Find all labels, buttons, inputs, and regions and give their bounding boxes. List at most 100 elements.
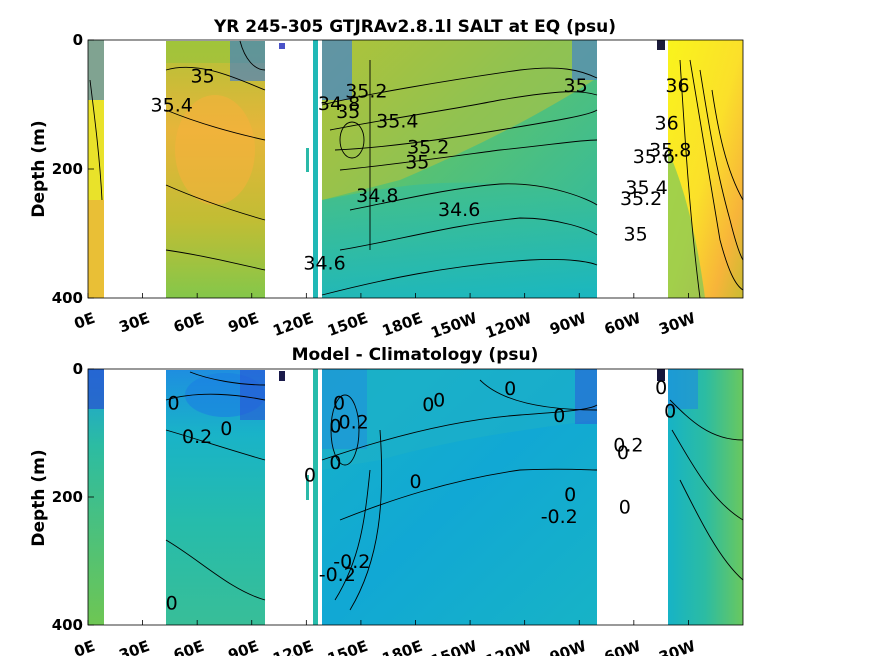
top-region-bay-fresh <box>230 41 265 81</box>
top-tick-marks <box>88 39 94 299</box>
bottom-contour-label: 0 <box>433 390 445 412</box>
bottom-chart-title: Model - Climatology (psu) <box>292 345 539 365</box>
top-contour-label: 35.6 <box>633 146 675 168</box>
bottom-contour-label: 0 <box>329 415 341 437</box>
bottom-region-pacific-surface <box>322 369 597 470</box>
top-region-warm-pool-fresh <box>322 40 352 100</box>
top-x-tick-label: 30E <box>117 309 152 337</box>
bottom-x-tick-label: 120E <box>270 637 315 656</box>
bottom-region-island-bias <box>279 371 285 381</box>
bottom-region-africa-coast <box>88 369 104 625</box>
top-contour-label: 34.6 <box>303 253 345 275</box>
bottom-contour-label: -0.2 <box>333 551 370 573</box>
top-chart-title: YR 245-305 GTJRAv2.8.1l SALT at EQ (psu) <box>213 17 616 37</box>
bottom-heatmap <box>88 369 743 625</box>
bottom-region-strait-2 <box>313 369 318 625</box>
bottom-x-tick-label: 150E <box>325 637 370 656</box>
top-x-tick-label: 150W <box>428 309 480 342</box>
bottom-region-strait-1 <box>306 475 309 500</box>
top-x-tick-label: 150E <box>325 309 370 340</box>
bottom-region-atlantic-west-edge <box>657 369 665 381</box>
bottom-x-tick-label: 30E <box>117 637 152 656</box>
bottom-contour-label: 0 <box>304 465 316 487</box>
top-contour-label: 34.8 <box>318 93 360 115</box>
top-x-tick-label: 30W <box>656 309 698 339</box>
top-contour-label: 35.4 <box>376 111 418 133</box>
top-region-east-pacific-fresh <box>572 40 597 80</box>
top-contour-label: 35.2 <box>620 188 662 210</box>
top-x-tick-label: 0E <box>72 309 98 333</box>
top-contour-label: 35.2 <box>345 80 387 102</box>
top-contour-label: 35 <box>336 101 360 123</box>
top-y-tick-400: 400 <box>52 289 83 307</box>
bottom-contour-label: 0 <box>655 377 667 399</box>
bottom-contour-label: 0 <box>664 401 676 423</box>
top-contour-label: 36 <box>665 75 689 97</box>
top-contour-label: 35 <box>405 151 429 173</box>
top-contour-label: 35 <box>191 65 215 87</box>
top-region-island-fresh <box>279 43 285 49</box>
top-x-tick-label: 90E <box>226 309 261 337</box>
top-contour-label: 35.2 <box>407 136 449 158</box>
bottom-contour-label: 0 <box>564 484 576 506</box>
bottom-region-east-pacific-bias <box>575 369 597 424</box>
bottom-x-tick-label: 60E <box>171 637 206 656</box>
top-y-tick-200: 200 <box>52 160 83 178</box>
bottom-x-tick-label: 150W <box>428 637 480 656</box>
bottom-contour-label: 0.2 <box>339 411 369 433</box>
bottom-contour-label: -0.2 <box>319 564 356 586</box>
top-x-tick-label: 60W <box>602 309 644 339</box>
bottom-contour-label: 0 <box>553 405 565 427</box>
top-contour-label: 35.4 <box>151 95 193 117</box>
top-contour-label: 36 <box>654 113 678 135</box>
bottom-region-bay-bias <box>240 370 265 420</box>
top-region-deep-west <box>88 200 104 298</box>
bottom-contour-label: 0 <box>504 378 516 400</box>
bottom-y-tick-400: 400 <box>52 616 83 634</box>
top-region-strait-2 <box>313 40 318 298</box>
top-x-tick-label: 120E <box>270 309 315 340</box>
bottom-contour-label: 0 <box>220 418 232 440</box>
bottom-x-tick-label: 0E <box>72 637 98 656</box>
bottom-contour-label: 0 <box>617 442 629 464</box>
top-region-strait-1 <box>306 148 309 172</box>
bottom-x-tick-label: 90E <box>226 637 261 656</box>
top-x-tick-label: 90W <box>547 309 589 339</box>
bottom-contour-lines <box>165 371 744 611</box>
bottom-contour-label: 0 <box>409 471 421 493</box>
top-region-indian-salty-core <box>175 95 255 205</box>
bottom-contour-label: 0 <box>333 392 345 414</box>
bottom-panel: Model - Climatology (psu) Depth (m) <box>29 345 744 656</box>
top-contour-label: 35.8 <box>649 140 691 162</box>
bottom-contour-label: 0.2 <box>182 426 212 448</box>
top-y-tick-0: 0 <box>73 31 83 49</box>
top-contour-lines <box>89 40 744 299</box>
bottom-region-atlantic <box>668 369 743 625</box>
top-y-axis-label: Depth (m) <box>29 120 49 217</box>
top-contour-label: 35 <box>624 224 648 246</box>
bottom-region-west-surface <box>88 369 104 409</box>
bottom-contour-label: 0 <box>167 392 179 414</box>
top-x-tick-label: 180E <box>380 309 425 340</box>
bottom-contour-label: 0 <box>166 593 178 615</box>
top-region-pacific-salty-tongue <box>322 40 597 200</box>
bottom-y-tick-0: 0 <box>73 360 83 378</box>
bottom-contour-label: 0 <box>619 497 631 519</box>
bottom-region-atlantic-surface-bias <box>668 369 698 409</box>
bottom-tick-marks <box>88 368 94 626</box>
bottom-x-tick-label: 60W <box>602 637 644 656</box>
top-contour-label: 34.8 <box>356 185 398 207</box>
bottom-x-ticks: 0E 30E 60E 90E 120E 150E 180E 150W 120W 90W 60W 30W <box>72 620 698 656</box>
bottom-x-tick-label: 180E <box>380 637 425 656</box>
bottom-contour-label: 0 <box>329 452 341 474</box>
bottom-region-warm-pool-bias <box>322 369 367 449</box>
bottom-y-axis-label: Depth (m) <box>29 449 49 546</box>
bottom-x-tick-label: 90W <box>547 637 589 656</box>
bottom-y-ticks: 0 200 400 <box>52 360 83 634</box>
top-panel: YR 245-305 GTJRAv2.8.1l SALT at EQ (psu)… <box>29 17 744 342</box>
bottom-x-tick-label: 30W <box>656 637 698 656</box>
top-region-fresh-surface-west <box>88 40 104 100</box>
